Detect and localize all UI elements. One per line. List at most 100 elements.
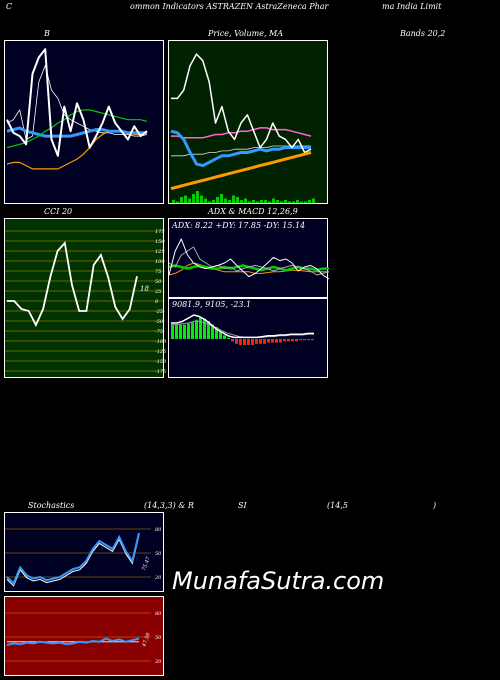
- stoch-tick-0: 80: [155, 527, 162, 533]
- panel-adx-plot: [168, 238, 330, 280]
- adx-macd-title: ADX & MACD 12,26,9: [208, 207, 298, 216]
- stoch-k-line: [6, 532, 140, 586]
- volume-bar-25: [272, 198, 275, 203]
- panel-macd: 9081.9, 9105, -23.1: [168, 298, 328, 378]
- macd-hist-bar-13: [223, 335, 226, 339]
- cci-tick-1: 150: [155, 239, 165, 245]
- cci-tick-2: 125: [155, 249, 165, 255]
- cci-tick-8: -25: [155, 309, 163, 315]
- volume-bar-22: [260, 200, 263, 203]
- cci-title: CCI 20: [44, 207, 73, 216]
- panel-adx: ADX: 8.22 +DY: 17.85 -DY: 15.14: [168, 218, 330, 298]
- volume-bar-34: [308, 200, 311, 203]
- p-ma-blue-line: [170, 129, 311, 168]
- cci-tick-12: -125: [155, 349, 166, 355]
- adx-readout: ADX: 8.22 +DY: 17.85 -DY: 15.14: [172, 221, 306, 230]
- macd-hist-bar-33: [303, 339, 306, 341]
- panel-rsi-plot: 80 50 20 47.58: [5, 611, 162, 665]
- panel-rsi: 80 50 20 47.58: [4, 596, 164, 676]
- rsi-title: SI: [238, 501, 247, 510]
- b-price-line: [6, 48, 148, 157]
- volume-bar-32: [300, 201, 303, 203]
- cci-tick-3: 100: [155, 259, 165, 265]
- header-left: C: [6, 2, 13, 11]
- volume-bar-8: [204, 198, 207, 203]
- volume-bar-21: [256, 201, 259, 203]
- macd-hist-bar-23: [263, 339, 266, 344]
- volume-bar-27: [280, 201, 283, 203]
- macd-hist-bar-17: [239, 339, 242, 345]
- stoch-params: (14,3,3) & R: [144, 501, 194, 510]
- volume-bar-26: [276, 200, 279, 203]
- macd-hist-bar-1: [175, 324, 178, 339]
- cci-tick-5: 50: [155, 279, 162, 285]
- macd-hist-bar-14: [227, 337, 230, 339]
- macd-hist-bar-28: [283, 339, 286, 342]
- rsi-line: [6, 637, 140, 646]
- stoch-value-label: 75.47: [141, 555, 152, 571]
- stoch-tick-1: 50: [155, 551, 162, 557]
- panel2-title: Price, Volume, MA: [208, 29, 284, 38]
- volume-bar-31: [296, 200, 299, 203]
- cci-tick-11: -100: [155, 339, 167, 345]
- macd-hist-bar-21: [255, 339, 258, 344]
- macd-hist-bar-11: [215, 327, 218, 339]
- volume-bar-12: [220, 194, 223, 203]
- volume-bar-4: [188, 198, 191, 203]
- macd-hist-bar-34: [307, 339, 310, 341]
- volume-bar-14: [228, 200, 231, 203]
- panel-price-plot: [170, 53, 315, 203]
- volume-bar-24: [268, 201, 271, 203]
- b-blue-line: [6, 126, 147, 138]
- p-ma-long-line: [170, 151, 312, 191]
- header-right: ma India Limit: [382, 2, 442, 11]
- volume-bar-7: [200, 195, 203, 203]
- macd-hist-bar-27: [279, 339, 282, 343]
- macd-hist-bar-12: [219, 331, 222, 339]
- panel-b-plot: [6, 48, 148, 170]
- panel-cci: 175 150 125 100 75 50 25 0 -25 -50 -75 -100 -125 -150…: [4, 218, 167, 378]
- cci-tick-4: 75: [155, 269, 161, 275]
- macd-hist-bar-18: [243, 339, 246, 345]
- volume-bar-16: [236, 197, 239, 203]
- macd-hist-bar-9: [207, 321, 210, 339]
- rsi-tick-2: 20: [154, 659, 162, 665]
- rsi-params: (14,5: [327, 501, 348, 510]
- volume-bar-19: [248, 201, 251, 203]
- p-price-line: [171, 53, 312, 154]
- cci-tick-0: 175: [155, 229, 165, 235]
- volume-bar-5: [192, 194, 195, 203]
- volume-bar-1: [176, 201, 179, 203]
- macd-hist-bar-22: [259, 339, 262, 344]
- macd-hist-bar-35: [311, 339, 314, 341]
- rsi-close-paren: ): [433, 501, 437, 510]
- macd-hist-bar-15: [231, 339, 234, 342]
- cci-value-label: 18: [140, 285, 149, 293]
- volume-bar-20: [252, 200, 255, 203]
- cci-tick-9: -50: [155, 319, 164, 325]
- macd-hist-bar-7: [199, 317, 202, 339]
- cci-tick-13: -150: [155, 359, 167, 365]
- volume-bar-29: [288, 201, 291, 203]
- macd-hist-bar-19: [247, 339, 250, 345]
- volume-bar-13: [224, 198, 227, 203]
- macd-hist-bar-25: [271, 339, 274, 343]
- macd-hist-bar-31: [295, 339, 298, 342]
- stoch-tick-2: 20: [154, 575, 162, 581]
- volume-bar-0: [172, 200, 175, 203]
- macd-hist-bar-30: [291, 339, 294, 342]
- header-middle: ommon Indicators ASTRAZEN AstraZeneca Ph…: [130, 2, 329, 11]
- rsi-tick-0: 80: [155, 611, 162, 617]
- stoch-title: Stochastics: [28, 501, 75, 510]
- macd-hist-bar-10: [211, 324, 214, 339]
- macd-hist-bar-20: [251, 339, 254, 345]
- macd-hist-bar-0: [171, 324, 174, 339]
- bands-title: Bands 20,2: [400, 29, 446, 38]
- macd-hist-bar-32: [299, 339, 302, 341]
- volume-bar-6: [196, 191, 199, 203]
- volume-bar-33: [304, 201, 307, 203]
- volume-bar-2: [180, 197, 183, 203]
- volume-bar-23: [264, 200, 267, 203]
- macd-hist-bar-29: [287, 339, 290, 342]
